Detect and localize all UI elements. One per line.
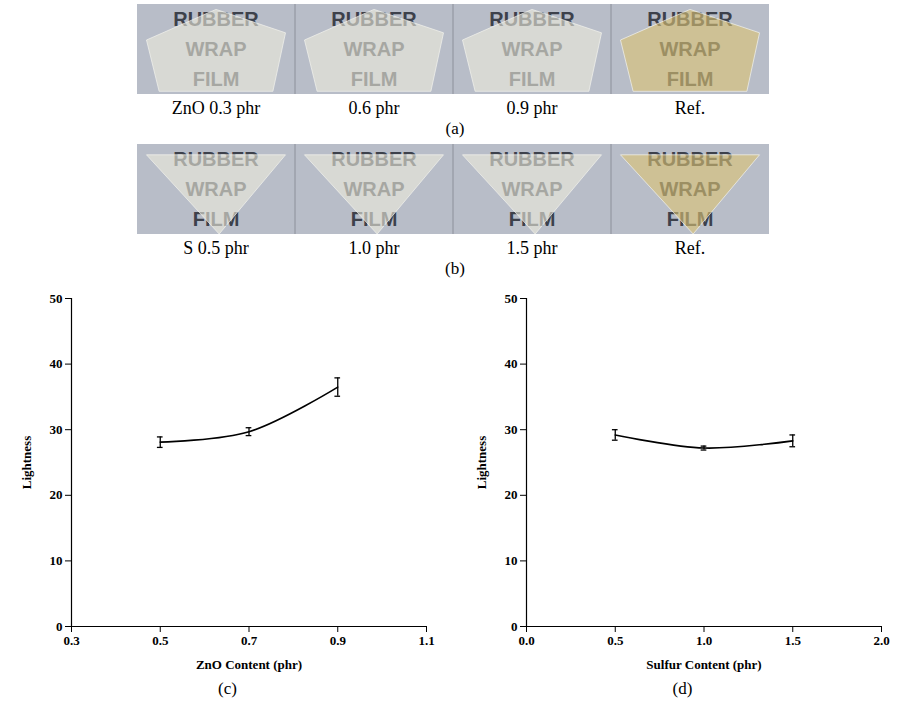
svg-text:30: 30 — [505, 422, 518, 437]
svg-text:0.0: 0.0 — [518, 633, 534, 648]
svg-text:10: 10 — [50, 553, 63, 568]
svg-text:2.0: 2.0 — [873, 633, 889, 648]
svg-text:40: 40 — [505, 356, 518, 371]
svg-text:0.7: 0.7 — [241, 633, 258, 648]
svg-text:0: 0 — [56, 619, 63, 634]
svg-text:20: 20 — [505, 487, 518, 502]
svg-text:0.9: 0.9 — [330, 633, 347, 648]
svg-text:0.5: 0.5 — [607, 633, 624, 648]
svg-text:10: 10 — [505, 553, 518, 568]
svg-text:1.1: 1.1 — [418, 633, 434, 648]
html-text:(c): (c) — [218, 679, 237, 698]
svg-text:1.5: 1.5 — [785, 633, 802, 648]
svg-text:Sulfur Content (phr): Sulfur Content (phr) — [646, 657, 761, 672]
svg-text:ZnO Content (phr): ZnO Content (phr) — [196, 657, 302, 672]
html-text:(a): (a) — [445, 119, 465, 138]
svg-text:1.0 phr: 1.0 phr — [349, 238, 400, 258]
svg-text:Lightness: Lightness — [19, 436, 34, 489]
svg-text:1.5 phr: 1.5 phr — [507, 238, 558, 258]
svg-text:Lightness: Lightness — [474, 436, 489, 489]
svg-text:30: 30 — [50, 422, 63, 437]
svg-text:Ref.: Ref. — [675, 98, 706, 118]
svg-text:0.9 phr: 0.9 phr — [507, 98, 558, 118]
svg-text:50: 50 — [50, 291, 63, 306]
svg-text:0.3: 0.3 — [63, 633, 80, 648]
svg-text:1.0: 1.0 — [696, 633, 712, 648]
html-text:(d): (d) — [672, 679, 693, 698]
html-text:(b): (b) — [445, 259, 465, 278]
svg-text:0: 0 — [511, 619, 518, 634]
svg-text:S 0.5 phr: S 0.5 phr — [183, 238, 249, 258]
svg-text:40: 40 — [50, 356, 63, 371]
svg-text:0.6 phr: 0.6 phr — [349, 98, 400, 118]
svg-text:50: 50 — [505, 291, 518, 306]
svg-text:0.5: 0.5 — [152, 633, 169, 648]
svg-text:Ref.: Ref. — [675, 238, 706, 258]
svg-text:ZnO 0.3 phr: ZnO 0.3 phr — [172, 98, 261, 118]
svg-text:20: 20 — [50, 487, 63, 502]
